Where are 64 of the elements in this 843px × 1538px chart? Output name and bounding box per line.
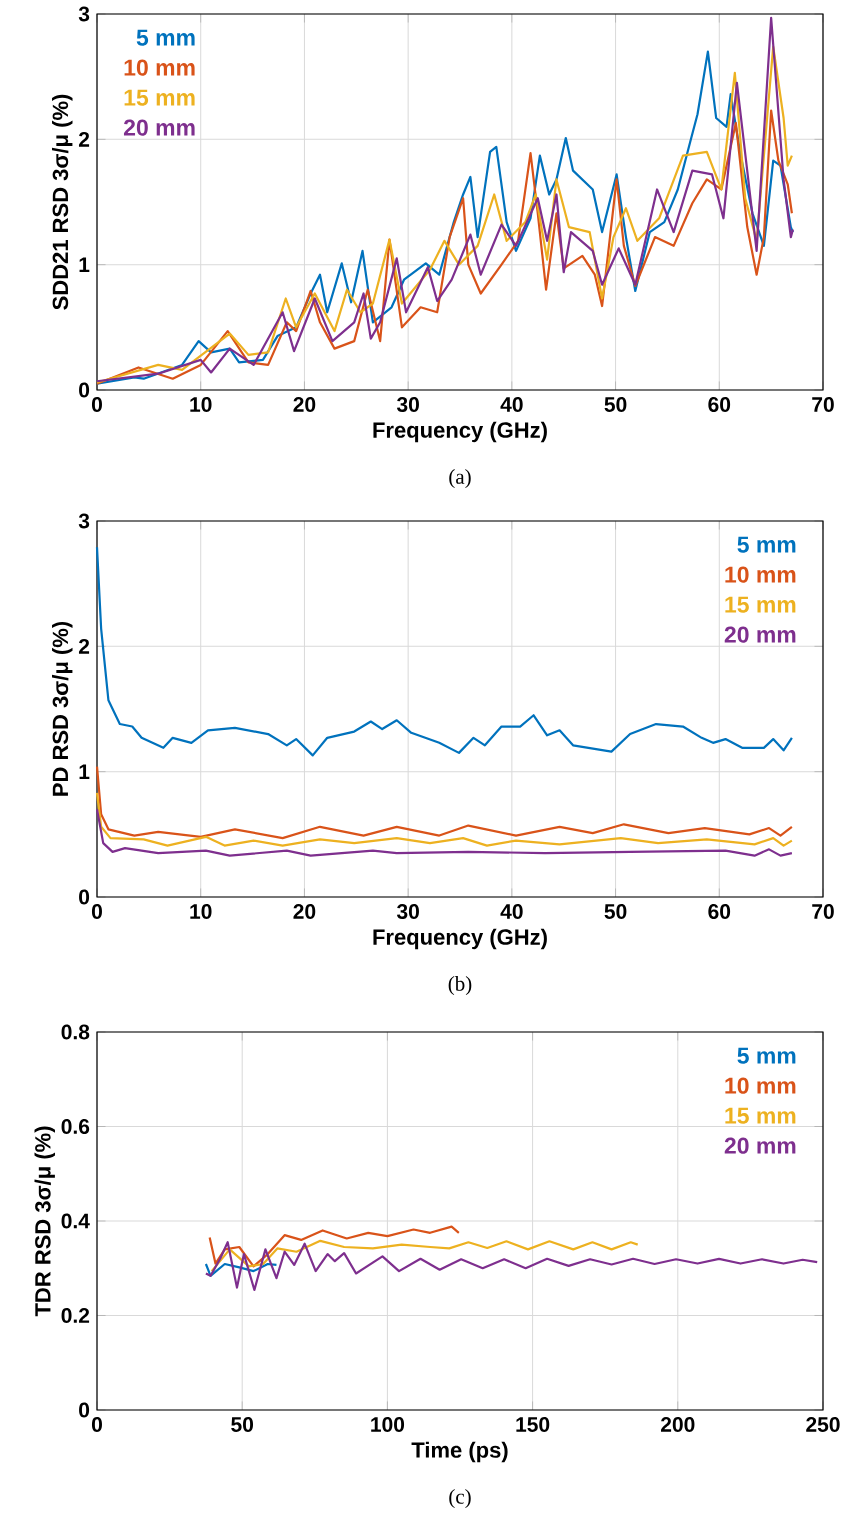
y-tick-label: 0.6 [61, 1119, 90, 1134]
x-tick-label: 50 [604, 904, 627, 919]
x-tick-label: 40 [500, 397, 523, 412]
y-tick-label: 0 [79, 382, 90, 398]
y-tick-label: 2 [78, 639, 90, 654]
y-tick-label: 1 [79, 764, 90, 779]
text: 5 mm [136, 29, 195, 46]
x-axis-title: Frequency (GHz) [373, 928, 547, 950]
text: 15 mm [725, 1107, 796, 1124]
x-tick-label: 60 [708, 397, 731, 412]
x-tick-label: 50 [231, 1417, 254, 1432]
x-tick-label: 50 [604, 397, 627, 412]
x-tick-label: 30 [396, 397, 419, 412]
x-axis-title: Time (ps) [411, 1441, 508, 1463]
line-series [95, 109, 793, 385]
y-tick-label: 0.4 [61, 1213, 90, 1229]
text: 10 mm [725, 1077, 796, 1094]
line-series [210, 1239, 639, 1273]
line-series [95, 808, 793, 857]
line-series [95, 791, 793, 847]
y-tick-label: 2 [78, 132, 90, 147]
y-tick-label: 3 [78, 6, 90, 22]
x-tick-label: 30 [396, 904, 419, 919]
x-tick-label: 20 [293, 397, 316, 412]
x-tick-label: 0 [91, 397, 102, 412]
x-tick-label: 40 [500, 904, 523, 919]
x-tick-label: 150 [516, 1417, 550, 1432]
x-tick-label: 60 [708, 904, 731, 919]
x-tick-label: 250 [806, 1417, 840, 1432]
x-tick-label: 10 [190, 904, 212, 919]
text: (c) [449, 1489, 471, 1509]
x-tick-label: 0 [91, 1417, 102, 1432]
text: 5 mm [737, 1047, 796, 1064]
y-tick-label: 0.8 [61, 1024, 90, 1040]
x-tick-label: 100 [371, 1417, 405, 1432]
text: 10 mm [124, 59, 195, 76]
y-tick-label: 0 [79, 1402, 90, 1418]
text: (a) [449, 469, 471, 489]
text: 15 mm [725, 596, 796, 613]
y-tick-label: 0.2 [61, 1308, 90, 1323]
text: 20 mm [724, 1137, 796, 1154]
text: (b) [448, 976, 472, 996]
line-series [204, 1241, 819, 1292]
text: 10 mm [725, 566, 796, 583]
text: 15 mm [124, 89, 195, 106]
text: 20 mm [123, 119, 195, 136]
text: 20 mm [724, 626, 796, 643]
line-series [208, 1225, 460, 1268]
x-axis-title: Frequency (GHz) [373, 421, 547, 443]
x-tick-label: 200 [661, 1417, 695, 1432]
line-series [204, 1262, 278, 1277]
y-tick-label: 1 [79, 257, 90, 272]
x-tick-label: 20 [293, 904, 316, 919]
x-tick-label: 0 [91, 904, 102, 919]
line-series [95, 765, 793, 840]
y-axis-title: SDD21 RSD 3σ/μ (%) [52, 94, 73, 310]
y-axis-title: PD RSD 3σ/μ (%) [52, 621, 73, 796]
y-tick-label: 3 [78, 513, 90, 529]
x-tick-label: 70 [812, 397, 834, 412]
text: 5 mm [737, 536, 796, 553]
y-axis-title: TDR RSD 3σ/μ (%) [34, 1126, 55, 1317]
y-tick-label: 0 [79, 889, 90, 905]
x-tick-label: 10 [190, 397, 212, 412]
x-tick-label: 70 [812, 904, 834, 919]
